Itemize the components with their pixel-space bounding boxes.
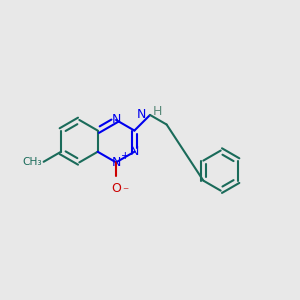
- Text: N: N: [111, 113, 121, 127]
- Text: N: N: [130, 145, 139, 158]
- Text: H: H: [153, 105, 162, 118]
- Text: +: +: [121, 151, 129, 161]
- Text: N: N: [111, 156, 121, 169]
- Text: O: O: [111, 182, 121, 195]
- Text: ⁻: ⁻: [122, 185, 128, 198]
- Text: N: N: [137, 109, 146, 122]
- Text: CH₃: CH₃: [22, 157, 42, 167]
